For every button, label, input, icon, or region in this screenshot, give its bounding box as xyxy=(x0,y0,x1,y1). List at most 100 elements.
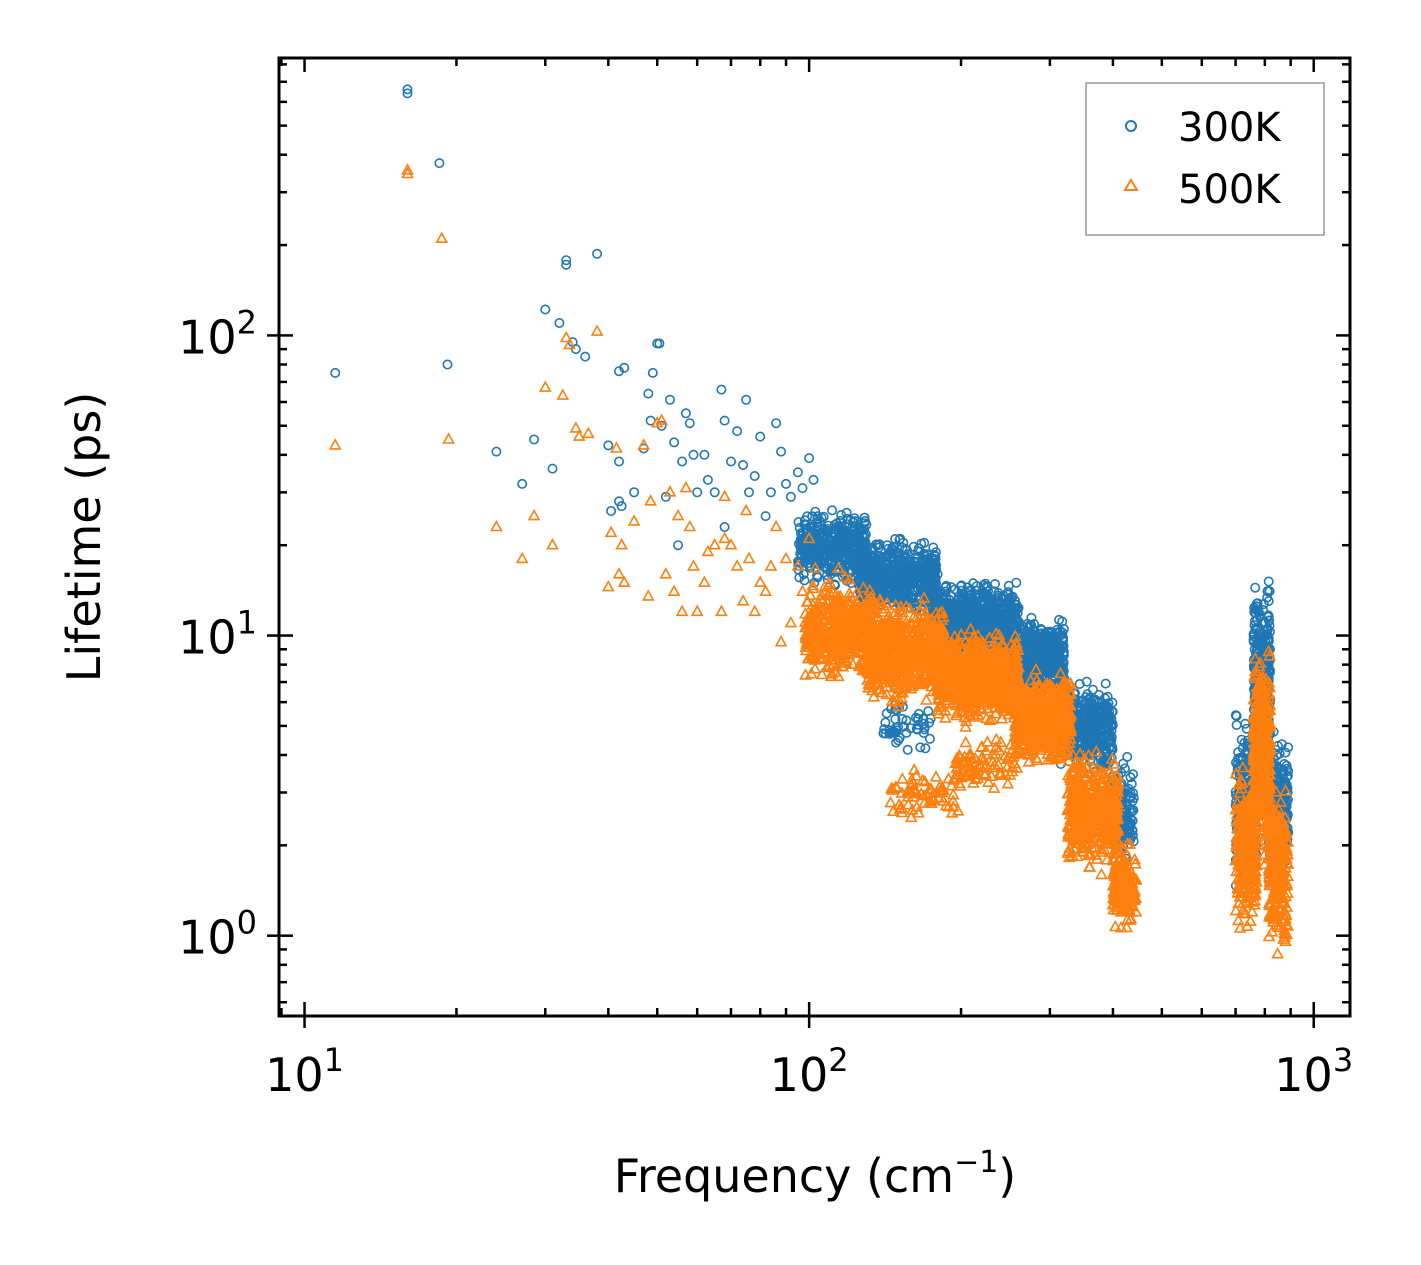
point-300k xyxy=(785,491,796,502)
point-300k xyxy=(822,574,833,585)
point-300k xyxy=(592,248,603,259)
point-300k xyxy=(673,540,684,551)
point-300k xyxy=(643,388,654,399)
point-300k xyxy=(755,431,766,442)
point-500k xyxy=(601,579,615,592)
point-300k xyxy=(442,359,453,370)
point-300k xyxy=(859,518,870,529)
point-300k xyxy=(664,394,675,405)
point-500k xyxy=(490,519,503,532)
point-300k xyxy=(802,511,813,522)
point-300k xyxy=(680,408,691,419)
point-300k xyxy=(896,595,907,606)
point-500k xyxy=(730,559,744,571)
point-300k xyxy=(619,362,630,373)
point-500k xyxy=(715,604,728,617)
point-300k xyxy=(616,501,627,512)
point-300k xyxy=(877,579,888,590)
point-500k xyxy=(515,551,529,564)
point-300k xyxy=(950,618,961,629)
point-500k xyxy=(718,531,731,544)
point-300k xyxy=(669,437,680,448)
point-300k xyxy=(902,744,913,755)
point-300k xyxy=(1087,684,1098,695)
point-500k xyxy=(667,584,681,597)
point-300k xyxy=(743,487,754,498)
point-500k xyxy=(538,380,552,392)
point-300k xyxy=(692,487,703,498)
point-300k xyxy=(894,586,905,597)
point-300k xyxy=(765,487,776,498)
point-500k xyxy=(701,544,715,557)
point-500k xyxy=(759,584,772,597)
point-300k xyxy=(926,558,937,569)
point-300k xyxy=(819,562,830,573)
point-300k xyxy=(1012,623,1023,634)
point-300k xyxy=(941,593,952,604)
point-500k xyxy=(690,604,704,617)
point-300k xyxy=(858,568,869,579)
point-300k xyxy=(941,580,952,591)
point-300k xyxy=(856,552,867,563)
point-500k xyxy=(679,480,693,493)
point-300k xyxy=(1004,623,1015,634)
point-300k xyxy=(716,384,727,395)
point-500k xyxy=(328,438,342,450)
point-300k xyxy=(872,540,883,551)
point-300k xyxy=(831,539,842,550)
point-300k xyxy=(434,158,445,169)
point-300k xyxy=(920,589,931,600)
point-300k xyxy=(977,623,988,634)
point-300k xyxy=(987,620,998,631)
point-300k xyxy=(940,586,951,597)
point-300k xyxy=(656,420,667,431)
point-300k xyxy=(962,582,973,593)
point-500k xyxy=(718,489,731,502)
point-300k xyxy=(776,446,787,457)
point-300k xyxy=(997,623,1008,634)
point-300k xyxy=(999,625,1010,636)
point-300k xyxy=(709,487,720,498)
point-500k xyxy=(784,615,798,628)
point-300k xyxy=(540,304,551,315)
point-500k xyxy=(590,324,604,336)
point-300k xyxy=(825,540,836,551)
point-500k xyxy=(442,432,455,444)
point-300k xyxy=(970,585,981,596)
point-300k xyxy=(997,611,1008,622)
point-500k xyxy=(739,503,753,516)
point-500k xyxy=(659,567,673,579)
point-300k xyxy=(613,456,624,467)
point-300k xyxy=(813,522,824,533)
point-300k xyxy=(988,608,999,619)
point-500k xyxy=(736,594,750,606)
point-500k xyxy=(764,559,778,571)
point-300k xyxy=(839,531,850,542)
point-500k xyxy=(742,551,756,564)
point-300k xyxy=(804,538,815,549)
point-300k xyxy=(890,533,901,544)
point-500k xyxy=(708,538,722,550)
point-300k xyxy=(863,574,874,585)
point-300k xyxy=(827,505,838,516)
point-300k xyxy=(1100,678,1111,689)
point-300k xyxy=(654,338,665,349)
point-300k xyxy=(861,519,872,530)
point-300k xyxy=(949,611,960,622)
point-300k xyxy=(869,559,880,570)
point-300k xyxy=(924,733,935,744)
point-300k xyxy=(660,491,671,502)
point-300k xyxy=(561,255,572,266)
point-300k xyxy=(963,608,974,619)
point-300k xyxy=(725,456,736,467)
point-300k xyxy=(804,453,815,464)
point-300k xyxy=(898,552,909,563)
point-300k xyxy=(819,540,830,551)
point-300k xyxy=(911,562,922,573)
point-300k xyxy=(934,586,945,597)
point-300k xyxy=(842,514,853,525)
point-300k xyxy=(823,520,834,531)
point-500k xyxy=(920,693,933,705)
point-300k xyxy=(330,367,341,378)
point-300k xyxy=(402,84,413,95)
